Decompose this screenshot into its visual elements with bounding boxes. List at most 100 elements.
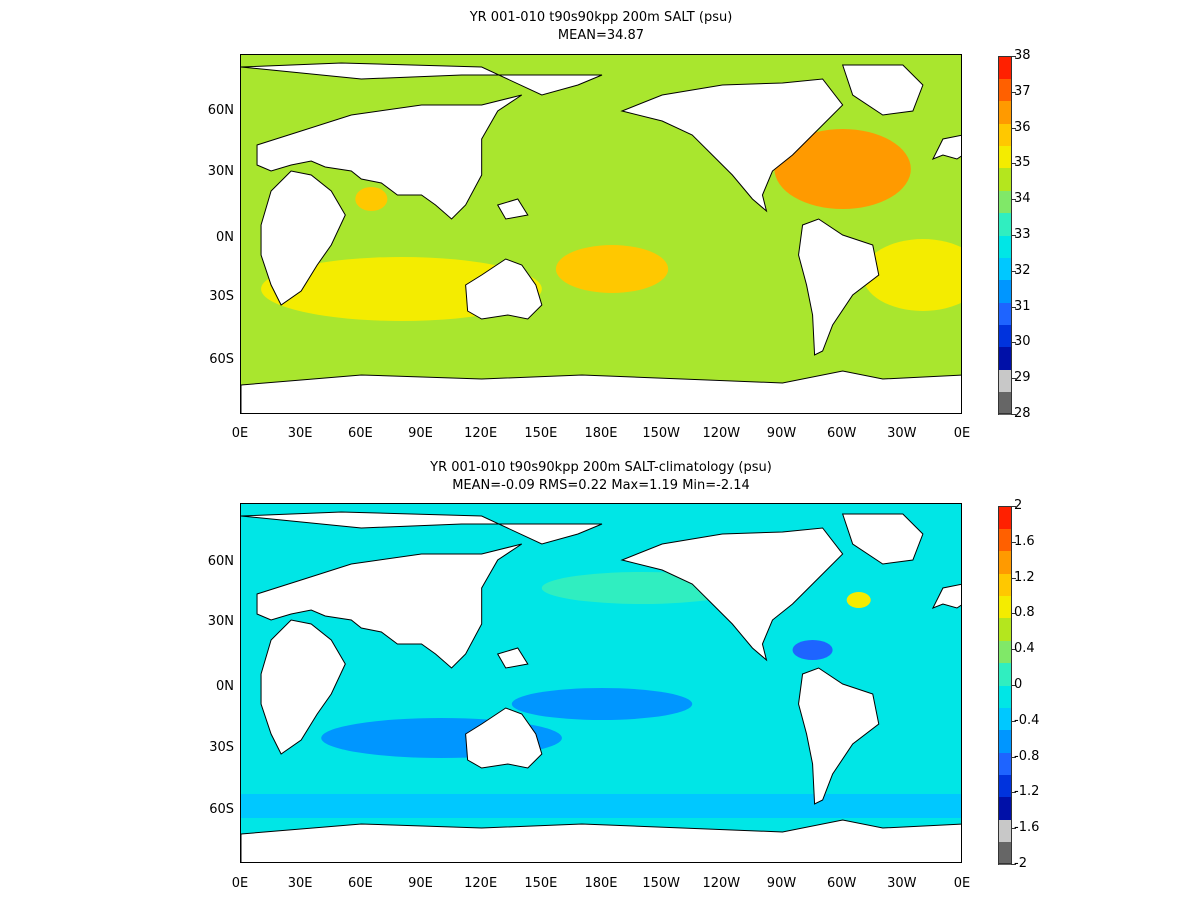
colorbar-label: -0.4 <box>1014 712 1040 728</box>
antarctica <box>241 370 961 413</box>
panel1-map-svg <box>241 55 961 413</box>
eurasia <box>256 543 523 669</box>
panel1-lon-label: 120E <box>464 426 498 441</box>
panel1-lon-label: 60W <box>826 426 857 441</box>
arctic-coast <box>241 62 603 96</box>
colorbar-label: 37 <box>1014 83 1031 99</box>
colorbar-tick <box>1012 828 1016 830</box>
panel2-lat-60n: 60N <box>207 554 234 569</box>
panel1-map <box>240 54 962 414</box>
colorbar-label: 36 <box>1014 119 1031 135</box>
colorbar-label: 34 <box>1014 191 1031 207</box>
colorbar-label: 31 <box>1014 298 1031 314</box>
panel2-lon-label: 90W <box>766 876 797 891</box>
panel2-lon-label: 120E <box>464 876 498 891</box>
gulf-of-mexico-negative-anomaly <box>792 640 833 660</box>
panel1-lon-label: 0E <box>231 426 249 441</box>
australia <box>465 707 543 769</box>
panel1-lon-label: 30E <box>287 426 313 441</box>
panel2-lon-label: 60W <box>826 876 857 891</box>
panel1-lon-label: 90E <box>408 426 433 441</box>
greenland <box>841 513 924 565</box>
colorbar-label: 28 <box>1014 406 1031 421</box>
north-america <box>620 78 844 213</box>
equatorial-pacific-negative-anomaly <box>511 688 693 720</box>
panel1-lon-label: 180E <box>584 426 618 441</box>
panel2-lon-label: 60E <box>347 876 373 891</box>
panel2-lon-label: 0E <box>953 876 971 891</box>
panel2-colorbar-frame <box>998 506 1012 864</box>
south-america <box>798 218 880 356</box>
colorbar-tick <box>1012 235 1016 236</box>
colorbar-label: 0 <box>1014 677 1023 692</box>
colorbar-label: 1.2 <box>1014 569 1035 585</box>
panel1-lon-label: 120W <box>702 426 741 441</box>
panel2-land <box>241 511 961 862</box>
colorbar-tick <box>1012 577 1016 579</box>
colorbar-tick <box>1012 270 1016 272</box>
panel2-lat-60s: 60S <box>209 802 234 817</box>
panel2-map <box>240 503 962 863</box>
panel2-lon-label: 150E <box>524 876 558 891</box>
south-america <box>798 667 880 805</box>
europe-west <box>931 134 961 160</box>
panel2-features <box>241 572 961 818</box>
panel1-title: YR 001-010 t90s90kpp 200m SALT (psu) <box>469 10 733 25</box>
colorbar-tick <box>1012 56 1016 57</box>
colorbar-tick <box>1012 649 1016 651</box>
colorbar-tick <box>1012 541 1016 543</box>
greenland <box>841 64 924 116</box>
panel2-lon-label: 120W <box>702 876 741 891</box>
panel2-lon-label: 180E <box>584 876 618 891</box>
eurasia <box>256 94 523 220</box>
north-atlantic-high-salinity <box>774 129 911 209</box>
panel1-lon-label: 150E <box>524 426 558 441</box>
south-atlantic-high-salinity <box>862 239 961 311</box>
panel2-lon-label: 90E <box>408 876 433 891</box>
colorbar-label: 2 <box>1014 498 1023 513</box>
colorbar-tick <box>1012 306 1016 308</box>
panel2-lon-label: 0E <box>231 876 249 891</box>
arabian-sea-high-salinity <box>355 187 388 211</box>
colorbar-label: 1.6 <box>1014 533 1035 549</box>
panel2-title: YR 001-010 t90s90kpp 200m SALT-climatolo… <box>430 460 772 475</box>
ocean-field <box>241 55 961 413</box>
panel2-map-svg <box>241 504 961 862</box>
south-pacific-high-salinity <box>555 245 669 293</box>
colorbar-tick <box>1012 127 1016 129</box>
colorbar-tick <box>1012 506 1016 507</box>
panel1-lon-label: 90W <box>766 426 797 441</box>
colorbar-label: 30 <box>1014 334 1031 350</box>
panel1-subtitle: MEAN=34.87 <box>557 28 645 43</box>
colorbar-tick <box>1012 163 1016 165</box>
colorbar-tick <box>1012 792 1016 794</box>
north-america <box>620 527 844 662</box>
panel2-lat-30s: 30S <box>209 740 234 755</box>
colorbar-label: -1.6 <box>1014 820 1040 836</box>
colorbar-tick <box>1012 613 1016 615</box>
africa <box>260 170 346 306</box>
panel2-lon-label: 30E <box>287 876 313 891</box>
australia <box>465 258 543 320</box>
panel1-lat-60n: 60N <box>207 103 234 118</box>
panel1-lon-label: 30W <box>887 426 917 441</box>
panel2-lat-0n: 0N <box>216 679 234 694</box>
colorbar-tick <box>1012 414 1016 415</box>
africa <box>260 619 346 755</box>
panel1-land <box>241 62 961 413</box>
colorbar-label: 29 <box>1014 370 1031 386</box>
panel2-lon-label: 30W <box>887 876 917 891</box>
southern-ocean-anomaly-band <box>241 794 961 818</box>
antarctica <box>241 819 961 862</box>
europe-west <box>931 583 961 609</box>
colorbar-tick <box>1012 720 1016 722</box>
arctic-coast <box>241 511 603 545</box>
colorbar-label: 0.4 <box>1014 641 1035 657</box>
colorbar-tick <box>1012 199 1016 201</box>
panel1-colorbar-frame <box>998 56 1012 414</box>
colorbar-label: 32 <box>1014 262 1031 278</box>
colorbar-label: 33 <box>1014 227 1031 242</box>
colorbar-tick <box>1012 864 1016 865</box>
colorbar-label: -0.8 <box>1014 748 1040 764</box>
panel1-lat-60s: 60S <box>209 352 234 367</box>
